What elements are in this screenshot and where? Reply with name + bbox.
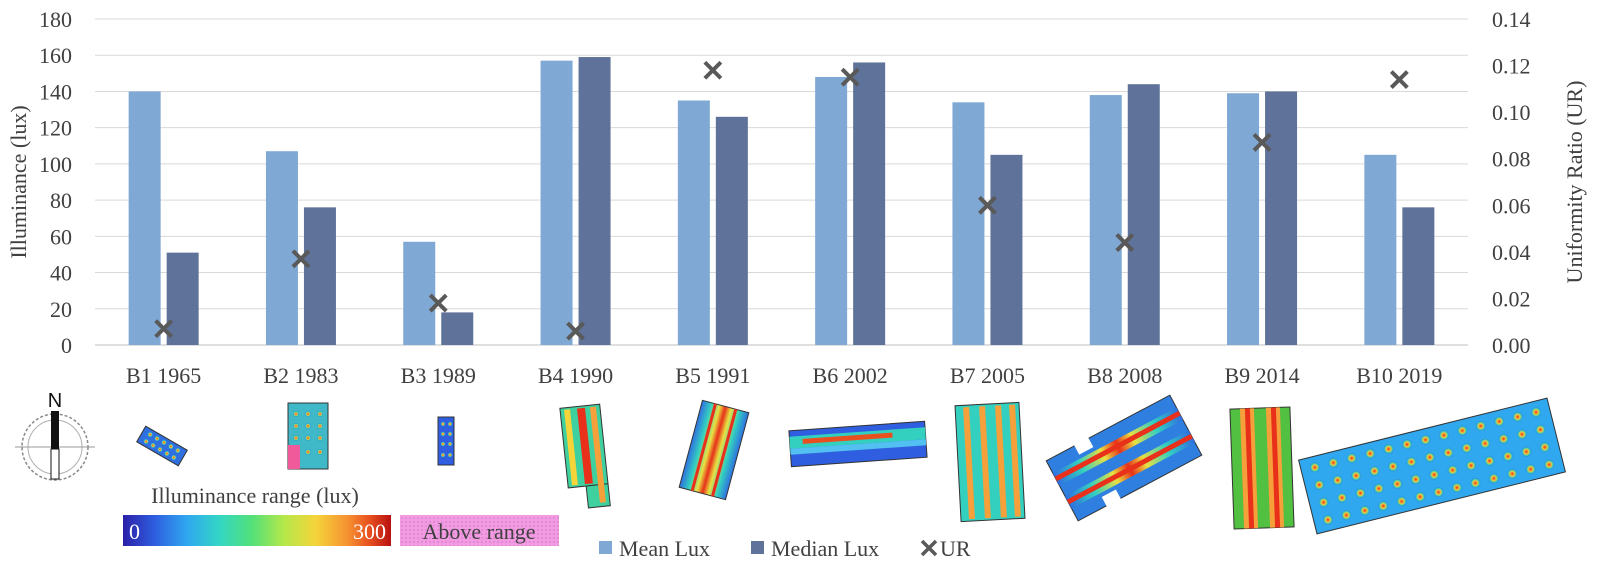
- y-tick-label: 140: [39, 79, 72, 104]
- compass-label: N: [48, 390, 62, 412]
- x-tick-label: B9 2014: [1224, 363, 1299, 388]
- x-tick-label: B7 2005: [950, 363, 1025, 388]
- x-axis-ticks: B1 1965 B2 1983 B3 1989 B4 1990 B5 1991 B6 20…: [126, 363, 1442, 388]
- bar-median-lux: [441, 312, 474, 345]
- ur-marker: [840, 67, 860, 87]
- bar-median-lux: [303, 207, 336, 345]
- bar-mean-lux: [1364, 154, 1397, 345]
- floorplan-b4: [559, 403, 611, 509]
- y2-tick-label: 0.12: [1492, 54, 1531, 79]
- y2-axis-ticks: 0.00 0.02 0.04 0.06 0.08 0.10 0.12 0.14: [1492, 7, 1531, 358]
- bar-mean-lux: [128, 91, 161, 345]
- north-compass: N: [15, 390, 95, 481]
- y2-tick-label: 0.04: [1492, 240, 1531, 265]
- ur-marker: [566, 321, 585, 341]
- ur-markers: [154, 60, 1409, 341]
- floorplan-b5: [678, 399, 750, 501]
- floorplan-b3: [437, 416, 455, 466]
- x-tick-label: B4 1990: [538, 363, 613, 388]
- floorplan-b6: [788, 420, 928, 468]
- bar-mean-lux: [677, 100, 710, 345]
- bar-mean-lux: [815, 76, 848, 345]
- bar-median-lux: [853, 62, 886, 345]
- ur-marker: [703, 60, 723, 80]
- colorbar-title: Illuminance range (lux): [151, 483, 359, 508]
- x-tick-label: B5 1991: [675, 363, 750, 388]
- bar-mean-lux: [265, 151, 298, 345]
- y-tick-label: 100: [39, 152, 72, 177]
- legend-label-median: Median Lux: [771, 536, 879, 561]
- x-tick-label: B3 1989: [401, 363, 476, 388]
- ur-marker: [1389, 70, 1409, 89]
- floorplan-b10: [1298, 397, 1566, 535]
- legend-label-mean: Mean Lux: [619, 536, 710, 561]
- floorplan-b1: [136, 425, 188, 467]
- bar-mean-lux: [952, 102, 985, 345]
- legend-swatch-median: [751, 541, 764, 554]
- y2-tick-label: 0.02: [1492, 286, 1531, 311]
- y-tick-label: 0: [61, 333, 72, 358]
- floorplan-b2: [287, 402, 329, 470]
- legend: Mean Lux Median Lux UR: [599, 536, 971, 561]
- bar-mean-lux: [1227, 93, 1260, 345]
- y-tick-label: 40: [50, 261, 72, 286]
- colorbar-max-label: 300: [353, 519, 386, 544]
- floorplan-b8: [1045, 394, 1203, 522]
- x-tick-label: B8 2008: [1087, 363, 1162, 388]
- colorbar-gradient: [123, 515, 391, 546]
- bar-median-lux: [1127, 84, 1160, 345]
- bar-median-lux: [1402, 207, 1435, 345]
- legend-swatch-mean: [599, 541, 612, 554]
- legend-swatch-ur: [920, 539, 938, 557]
- x-tick-label: B2 1983: [263, 363, 338, 388]
- ur-marker: [1252, 133, 1272, 152]
- y2-axis-title: Uniformity Ratio (UR): [1562, 81, 1587, 284]
- floorplan-b7: [954, 401, 1026, 523]
- y2-tick-label: 0.08: [1492, 147, 1531, 172]
- y-tick-label: 160: [39, 43, 72, 68]
- legend-label-ur: UR: [940, 536, 971, 561]
- bar-mean-lux: [540, 60, 573, 346]
- bar-median-lux: [166, 252, 199, 345]
- y-tick-label: 20: [50, 297, 72, 322]
- bar-median-lux: [1265, 91, 1298, 345]
- x-tick-label: B10 2019: [1356, 363, 1442, 388]
- y2-tick-label: 0.10: [1492, 100, 1531, 125]
- ur-marker: [428, 293, 448, 313]
- y-axis-ticks: 0 20 40 60 80 100 120 140 160 180: [39, 7, 72, 358]
- y2-tick-label: 0.00: [1492, 333, 1531, 358]
- bar-median-lux: [990, 154, 1023, 345]
- y2-tick-label: 0.06: [1492, 193, 1531, 218]
- ur-marker: [978, 195, 997, 215]
- bar-mean-lux: [1089, 95, 1122, 345]
- bar-median-lux: [578, 57, 611, 346]
- bar-series: [128, 57, 1435, 346]
- ur-marker: [154, 319, 174, 339]
- y-axis-title: Illuminance (lux): [6, 105, 31, 258]
- above-range-label: Above range: [422, 519, 535, 544]
- bar-median-lux: [715, 116, 748, 345]
- gridlines: [95, 18, 1468, 346]
- ur-marker: [1115, 233, 1135, 252]
- x-tick-label: B6 2002: [813, 363, 888, 388]
- colorbar-min-label: 0: [129, 519, 140, 544]
- floorplan-b9: [1229, 406, 1295, 530]
- y-tick-label: 80: [50, 188, 72, 213]
- y-tick-label: 180: [39, 7, 72, 32]
- bar-mean-lux: [403, 241, 436, 345]
- y-tick-label: 60: [50, 224, 72, 249]
- above-range-swatch: [400, 515, 559, 546]
- x-tick-label: B1 1965: [126, 363, 201, 388]
- ur-marker: [291, 249, 311, 269]
- y2-tick-label: 0.14: [1492, 7, 1531, 32]
- y-tick-label: 120: [39, 116, 72, 141]
